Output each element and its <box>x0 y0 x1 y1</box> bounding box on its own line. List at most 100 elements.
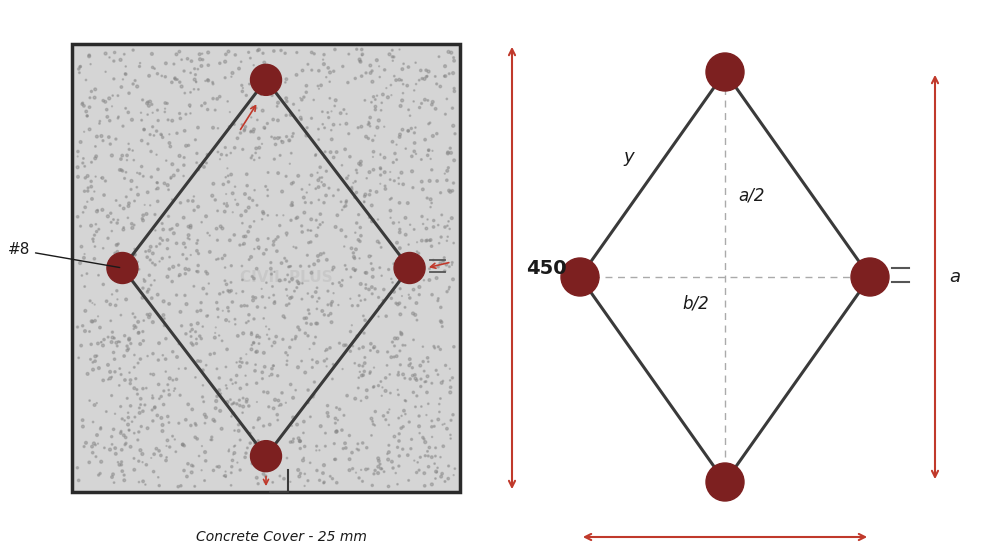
Point <box>263 264 279 273</box>
Point <box>188 135 203 144</box>
Point <box>251 454 266 463</box>
Point <box>303 238 318 247</box>
Point <box>423 195 438 204</box>
Point <box>322 148 338 157</box>
Point <box>370 91 385 100</box>
Point <box>383 91 399 100</box>
Point <box>103 316 119 325</box>
Point <box>187 482 202 491</box>
Point <box>423 155 438 163</box>
Point <box>347 191 363 199</box>
Point <box>171 365 187 373</box>
Point <box>320 286 336 295</box>
Point <box>431 220 446 229</box>
Point <box>95 136 111 145</box>
Point <box>427 343 442 352</box>
Point <box>278 348 294 357</box>
Point <box>294 295 310 304</box>
Point <box>214 224 230 233</box>
Point <box>114 460 130 469</box>
Point <box>424 417 439 425</box>
Point <box>246 338 261 347</box>
Point <box>249 104 264 112</box>
Point <box>423 203 438 212</box>
Point <box>391 45 407 54</box>
Point <box>181 230 197 239</box>
Point <box>405 371 421 380</box>
Point <box>323 301 339 310</box>
Point <box>178 364 194 373</box>
Point <box>191 249 206 258</box>
Point <box>378 312 394 321</box>
Point <box>284 422 300 430</box>
Point <box>147 226 163 235</box>
Point <box>121 199 137 208</box>
Point <box>293 469 309 478</box>
Point <box>267 297 283 306</box>
Point <box>125 309 141 318</box>
Point <box>133 400 148 409</box>
Point <box>99 112 115 121</box>
Point <box>388 140 404 149</box>
Point <box>374 106 389 115</box>
Point <box>285 129 301 138</box>
Point <box>354 122 370 131</box>
Point <box>242 80 258 89</box>
Point <box>260 437 276 446</box>
Point <box>110 91 126 100</box>
Point <box>100 212 116 221</box>
Point <box>173 198 189 207</box>
Point <box>118 104 134 113</box>
Point <box>429 80 444 89</box>
Point <box>104 391 120 400</box>
Point <box>116 225 132 234</box>
Point <box>123 376 139 384</box>
Point <box>87 352 103 361</box>
Point <box>408 402 424 411</box>
Point <box>203 433 219 442</box>
Point <box>426 216 441 225</box>
Point <box>389 155 405 164</box>
Point <box>309 216 324 225</box>
Point <box>208 298 224 307</box>
Point <box>91 225 107 234</box>
Point <box>218 173 234 182</box>
Point <box>232 240 248 249</box>
Point <box>312 446 327 455</box>
Point <box>261 335 277 343</box>
Point <box>324 279 340 288</box>
Point <box>268 332 284 341</box>
Point <box>157 99 173 107</box>
Point <box>425 433 440 442</box>
Point <box>83 355 98 364</box>
Point <box>420 236 435 245</box>
Point <box>118 62 134 71</box>
Point <box>390 368 406 377</box>
Point <box>285 437 301 446</box>
Point <box>362 213 377 222</box>
Point <box>274 137 290 146</box>
Point <box>290 363 306 372</box>
Point <box>428 72 443 81</box>
Point <box>197 410 212 419</box>
Point <box>133 355 148 363</box>
Point <box>231 427 247 435</box>
Point <box>143 370 158 378</box>
Point <box>255 106 270 115</box>
Point <box>317 357 332 366</box>
Point <box>198 76 213 85</box>
Circle shape <box>851 258 889 296</box>
Point <box>165 376 181 384</box>
Point <box>292 325 308 334</box>
Point <box>285 413 301 422</box>
Point <box>191 452 206 460</box>
Point <box>269 247 285 255</box>
Point <box>443 148 459 157</box>
Point <box>314 81 329 90</box>
Point <box>354 71 370 80</box>
Point <box>157 73 173 81</box>
Point <box>414 155 430 164</box>
Point <box>421 120 436 129</box>
Point <box>446 156 462 165</box>
Point <box>335 62 351 71</box>
